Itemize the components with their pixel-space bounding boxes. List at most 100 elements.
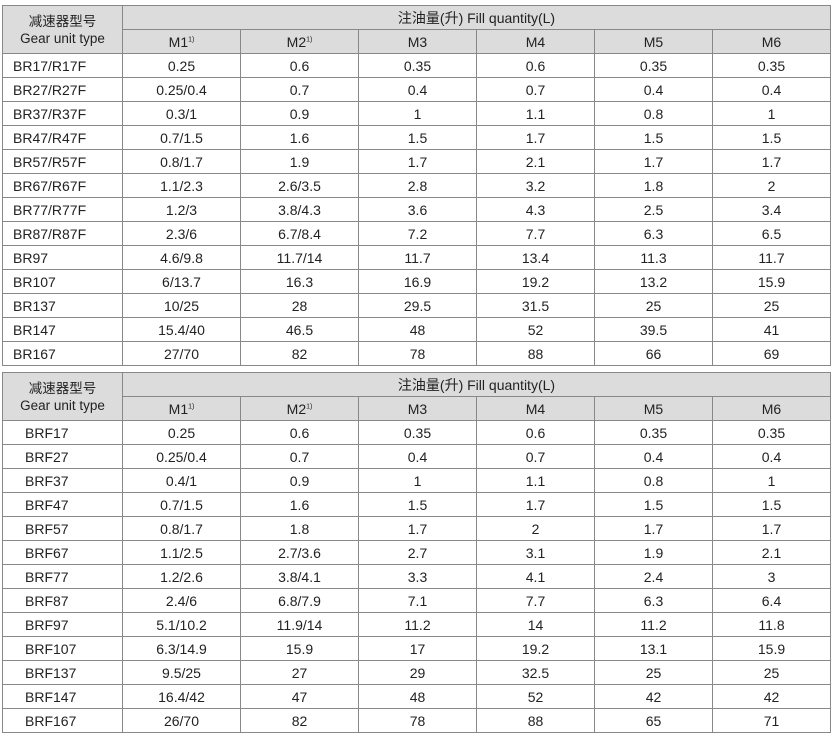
fill-value-cell: 1.8	[594, 173, 713, 198]
position-header: M5	[594, 29, 713, 54]
fill-value-cell: 25	[712, 293, 831, 318]
position-header: M6	[712, 29, 831, 54]
fill-value-cell: 16.3	[240, 269, 359, 294]
fill-value-cell: 2.1	[712, 540, 831, 565]
fill-value-cell: 7.2	[358, 221, 477, 246]
fill-value-cell: 16.9	[358, 269, 477, 294]
fill-value-cell: 2.7/3.6	[240, 540, 359, 565]
position-header: M11)	[122, 396, 241, 421]
fill-quantity-header: 注油量(升) Fill quantity(L)	[122, 5, 831, 30]
fill-value-cell: 25	[712, 660, 831, 685]
gear-unit-type-header: 减速器型号 Gear unit type	[2, 5, 123, 54]
footnote-mark: 1)	[306, 35, 313, 43]
position-header: M4	[476, 396, 595, 421]
fill-value-cell: 1.1/2.3	[122, 173, 241, 198]
gear-unit-cell: BR17/R17F	[2, 53, 123, 78]
fill-value-cell: 13.4	[476, 245, 595, 270]
position-label: M5	[643, 400, 664, 417]
fill-value-cell: 2.4/6	[122, 588, 241, 613]
fill-value-cell: 0.8/1.7	[122, 516, 241, 541]
gear-unit-cell: BRF47	[2, 492, 123, 517]
fill-value-cell: 1.7	[476, 492, 595, 517]
gear-unit-cell: BRF87	[2, 588, 123, 613]
position-label: M1	[168, 33, 189, 50]
fill-value-cell: 6.8/7.9	[240, 588, 359, 613]
footnote-mark: 1)	[306, 402, 313, 410]
fill-value-cell: 15.9	[240, 636, 359, 661]
fill-value-cell: 6.4	[712, 588, 831, 613]
fill-value-cell: 7.7	[476, 588, 595, 613]
table-row: BRF97 5.1/10.2 11.9/14 11.2 14 11.2 11.8	[2, 612, 831, 637]
position-header: M4	[476, 29, 595, 54]
position-label: M6	[761, 400, 782, 417]
gear-unit-cell: BRF27	[2, 444, 123, 469]
fill-value-cell: 11.3	[594, 245, 713, 270]
fill-value-cell: 0.9	[240, 468, 359, 493]
fill-value-cell: 0.7	[476, 444, 595, 469]
fill-value-cell: 46.5	[240, 317, 359, 342]
gear-unit-cell: BRF107	[2, 636, 123, 661]
gear-unit-cell: BRF17	[2, 420, 123, 445]
gear-unit-cell: BR77/R77F	[2, 197, 123, 222]
fill-value-cell: 0.35	[594, 53, 713, 78]
fill-value-cell: 15.9	[712, 636, 831, 661]
fill-value-cell: 1.2/2.6	[122, 564, 241, 589]
gear-unit-cell: BR57/R57F	[2, 149, 123, 174]
fill-value-cell: 1.7	[712, 149, 831, 174]
fill-value-cell: 0.4	[358, 77, 477, 102]
fill-value-cell: 0.35	[358, 420, 477, 445]
fill-value-cell: 11.7	[712, 245, 831, 270]
position-label: M2	[286, 33, 307, 50]
fill-value-cell: 4.3	[476, 197, 595, 222]
table-row: BRF107 6.3/14.9 15.9 17 19.2 13.1 15.9	[2, 636, 831, 661]
gear-unit-cell: BR137	[2, 293, 123, 318]
table-row: BRF27 0.25/0.4 0.7 0.4 0.7 0.4 0.4	[2, 444, 831, 469]
fill-value-cell: 1.7	[358, 516, 477, 541]
fill-value-cell: 2.5	[594, 197, 713, 222]
type-cn: 减速器型号	[28, 380, 97, 396]
position-header: M6	[712, 396, 831, 421]
fill-value-cell: 1.7	[712, 516, 831, 541]
fill-value-cell: 25	[594, 293, 713, 318]
fill-value-cell: 0.6	[240, 53, 359, 78]
fill-value-cell: 1.5	[594, 492, 713, 517]
position-label: M1	[168, 400, 189, 417]
position-header: M5	[594, 396, 713, 421]
fill-value-cell: 69	[712, 341, 831, 366]
gear-unit-cell: BRF147	[2, 684, 123, 709]
fill-value-cell: 0.8/1.7	[122, 149, 241, 174]
fill-value-cell: 1.1/2.5	[122, 540, 241, 565]
fill-value-cell: 6/13.7	[122, 269, 241, 294]
fill-value-cell: 88	[476, 708, 595, 733]
fill-value-cell: 0.25	[122, 420, 241, 445]
fill-value-cell: 0.6	[476, 53, 595, 78]
table-row: BR47/R47F 0.7/1.5 1.6 1.5 1.7 1.5 1.5	[2, 125, 831, 150]
footnote-mark: 1)	[188, 35, 195, 43]
fill-value-cell: 78	[358, 341, 477, 366]
position-header: M21)	[240, 29, 359, 54]
table-row: BR87/R87F 2.3/6 6.7/8.4 7.2 7.7 6.3 6.5	[2, 221, 831, 246]
fill-value-cell: 27	[240, 660, 359, 685]
table-row: BR57/R57F 0.8/1.7 1.9 1.7 2.1 1.7 1.7	[2, 149, 831, 174]
fill-value-cell: 48	[358, 684, 477, 709]
fill-value-cell: 1	[712, 468, 831, 493]
fill-value-cell: 0.7	[240, 77, 359, 102]
table-row: BRF17 0.25 0.6 0.35 0.6 0.35 0.35	[2, 420, 831, 445]
gear-unit-cell: BR167	[2, 341, 123, 366]
fill-value-cell: 0.7/1.5	[122, 125, 241, 150]
fill-value-cell: 1.7	[594, 149, 713, 174]
gear-unit-cell: BRF167	[2, 708, 123, 733]
fill-value-cell: 31.5	[476, 293, 595, 318]
position-header: M21)	[240, 396, 359, 421]
fill-value-cell: 82	[240, 708, 359, 733]
fill-value-cell: 1.5	[712, 492, 831, 517]
fill-value-cell: 0.7/1.5	[122, 492, 241, 517]
fill-value-cell: 32.5	[476, 660, 595, 685]
fill-value-cell: 78	[358, 708, 477, 733]
position-label: M3	[407, 33, 428, 50]
gear-unit-cell: BR47/R47F	[2, 125, 123, 150]
fill-value-cell: 88	[476, 341, 595, 366]
table-row: BR97 4.6/9.8 11.7/14 11.7 13.4 11.3 11.7	[2, 245, 831, 270]
fill-value-cell: 1	[712, 101, 831, 126]
footnote-mark: 1)	[188, 402, 195, 410]
